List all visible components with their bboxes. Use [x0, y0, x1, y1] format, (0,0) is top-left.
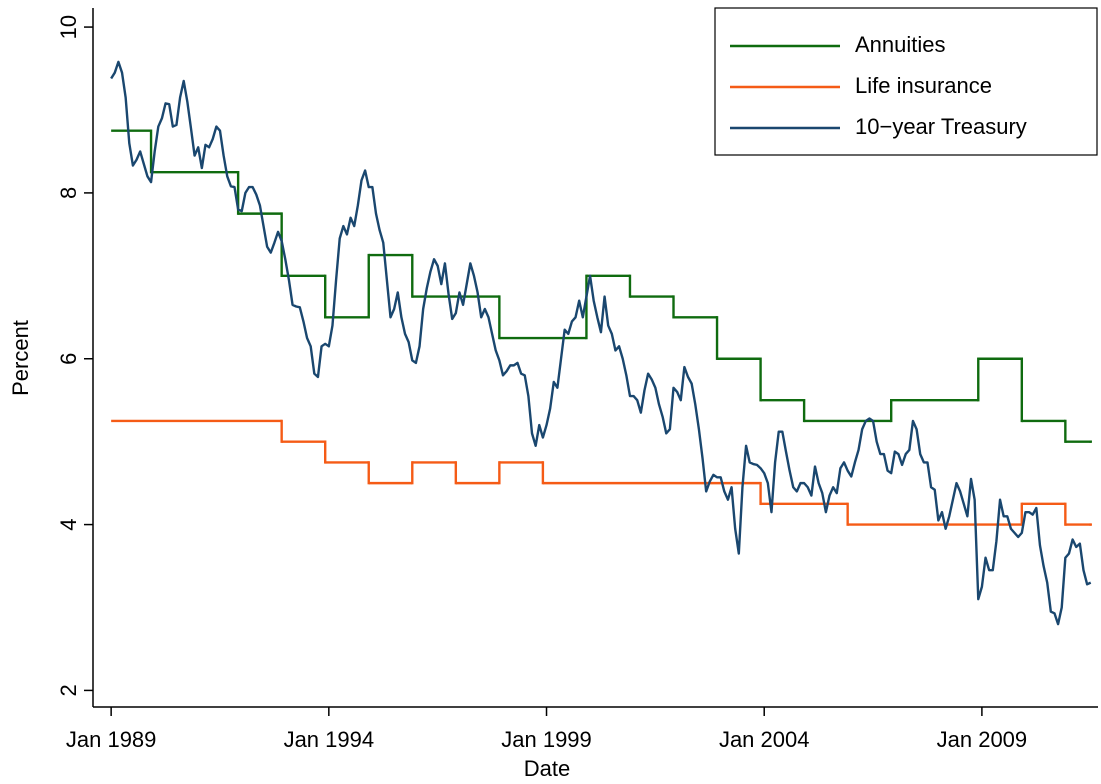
legend [714, 7, 1098, 156]
x-tick-label: Jan 1989 [66, 727, 157, 752]
x-tick-label: Jan 1994 [284, 727, 375, 752]
x-tick-label: Jan 2004 [719, 727, 810, 752]
y-tick-label: 6 [56, 353, 81, 365]
y-tick-label: 2 [56, 684, 81, 696]
y-tick-label: 10 [56, 15, 81, 39]
x-axis-label: Date [524, 756, 570, 781]
legend-label: 10−year Treasury [855, 114, 1027, 139]
y-tick-label: 8 [56, 187, 81, 199]
x-tick-label: Jan 1999 [501, 727, 592, 752]
legend-label: Life insurance [855, 73, 992, 98]
y-axis-label: Percent [8, 320, 33, 396]
series-line [110, 60, 1092, 626]
x-tick-label: Jan 2009 [937, 727, 1028, 752]
legend-label: Annuities [855, 32, 946, 57]
y-tick-label: 4 [56, 518, 81, 530]
